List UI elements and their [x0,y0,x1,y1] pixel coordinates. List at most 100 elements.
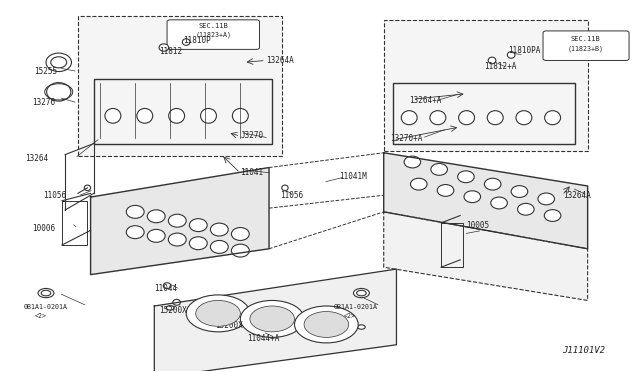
Ellipse shape [431,163,447,175]
Ellipse shape [84,185,91,190]
Ellipse shape [189,219,207,232]
Ellipse shape [518,203,534,215]
Text: 13264A: 13264A [563,191,591,200]
Ellipse shape [211,223,228,236]
Circle shape [241,301,304,337]
Ellipse shape [147,230,165,242]
Ellipse shape [508,52,515,58]
Ellipse shape [159,44,169,51]
Ellipse shape [232,228,249,240]
Ellipse shape [410,178,427,190]
Bar [78,16,282,157]
Ellipse shape [401,111,417,125]
Text: SEC.11B: SEC.11B [198,23,228,29]
Polygon shape [91,167,269,275]
Text: 11056: 11056 [43,192,66,201]
Text: <2>: <2> [344,313,356,319]
Ellipse shape [214,310,222,315]
Ellipse shape [545,111,561,125]
Ellipse shape [182,39,190,45]
Ellipse shape [227,316,235,322]
Bar [384,20,588,151]
Ellipse shape [310,320,317,324]
Circle shape [196,301,241,326]
Ellipse shape [459,111,474,125]
Ellipse shape [211,240,228,253]
Text: J11101V2: J11101V2 [562,346,605,355]
Text: (11823+B): (11823+B) [568,45,604,52]
Ellipse shape [46,53,72,71]
Ellipse shape [163,283,171,289]
Ellipse shape [464,191,481,203]
Polygon shape [154,269,396,372]
Text: 15255: 15255 [35,67,58,76]
Text: 0B1A1-0201A: 0B1A1-0201A [24,304,68,310]
Text: 0B1A1-0201A: 0B1A1-0201A [334,304,378,310]
Text: 10006: 10006 [32,224,55,233]
Ellipse shape [511,186,528,198]
Ellipse shape [262,315,269,320]
Ellipse shape [353,288,369,298]
Ellipse shape [173,299,180,305]
Text: 11041M: 11041M [339,171,367,180]
Ellipse shape [126,226,144,238]
Text: 11044+A: 11044+A [246,334,279,343]
Text: 13276: 13276 [32,99,55,108]
Ellipse shape [105,109,121,123]
Ellipse shape [484,178,501,190]
Ellipse shape [200,109,216,123]
Ellipse shape [47,83,71,101]
Text: 11044: 11044 [154,284,177,293]
Ellipse shape [169,109,184,123]
Text: 11810P: 11810P [183,36,211,45]
FancyBboxPatch shape [167,20,259,49]
Ellipse shape [51,57,67,68]
Ellipse shape [232,109,248,123]
Bar [394,83,575,144]
Text: 15200X: 15200X [159,306,187,315]
Ellipse shape [232,244,249,257]
Ellipse shape [430,111,446,125]
Circle shape [304,311,349,337]
Bar [62,201,88,245]
Circle shape [186,295,250,332]
Polygon shape [384,212,588,301]
Text: 11041: 11041 [241,168,264,177]
Ellipse shape [516,111,532,125]
Text: 13264+A: 13264+A [409,96,442,105]
FancyBboxPatch shape [543,31,629,61]
Text: 15200X: 15200X [215,321,243,330]
Text: (11823+A): (11823+A) [196,31,232,38]
Ellipse shape [404,156,420,168]
Text: SEC.11B: SEC.11B [571,36,600,42]
Ellipse shape [168,214,186,227]
Text: 13264: 13264 [26,154,49,163]
Ellipse shape [487,111,503,125]
Text: <2>: <2> [35,313,47,319]
Ellipse shape [282,185,288,190]
Text: 10005: 10005 [467,221,490,230]
Ellipse shape [137,109,153,123]
Bar [441,223,463,267]
Ellipse shape [38,288,54,298]
Ellipse shape [491,197,508,209]
Text: 11812: 11812 [159,47,182,56]
Polygon shape [384,153,588,249]
Ellipse shape [437,185,454,196]
Circle shape [294,306,358,343]
Ellipse shape [356,290,366,296]
Ellipse shape [147,210,165,223]
Ellipse shape [41,290,51,296]
Circle shape [250,306,294,332]
Ellipse shape [166,306,174,310]
Ellipse shape [168,233,186,246]
Ellipse shape [538,193,554,205]
Ellipse shape [126,205,144,218]
Text: 13264A: 13264A [266,56,294,65]
Ellipse shape [358,325,365,329]
Ellipse shape [458,171,474,183]
Text: J3270: J3270 [241,131,264,140]
Ellipse shape [488,57,496,64]
Text: 11810PA: 11810PA [508,46,540,55]
Text: 13270+A: 13270+A [390,134,422,143]
